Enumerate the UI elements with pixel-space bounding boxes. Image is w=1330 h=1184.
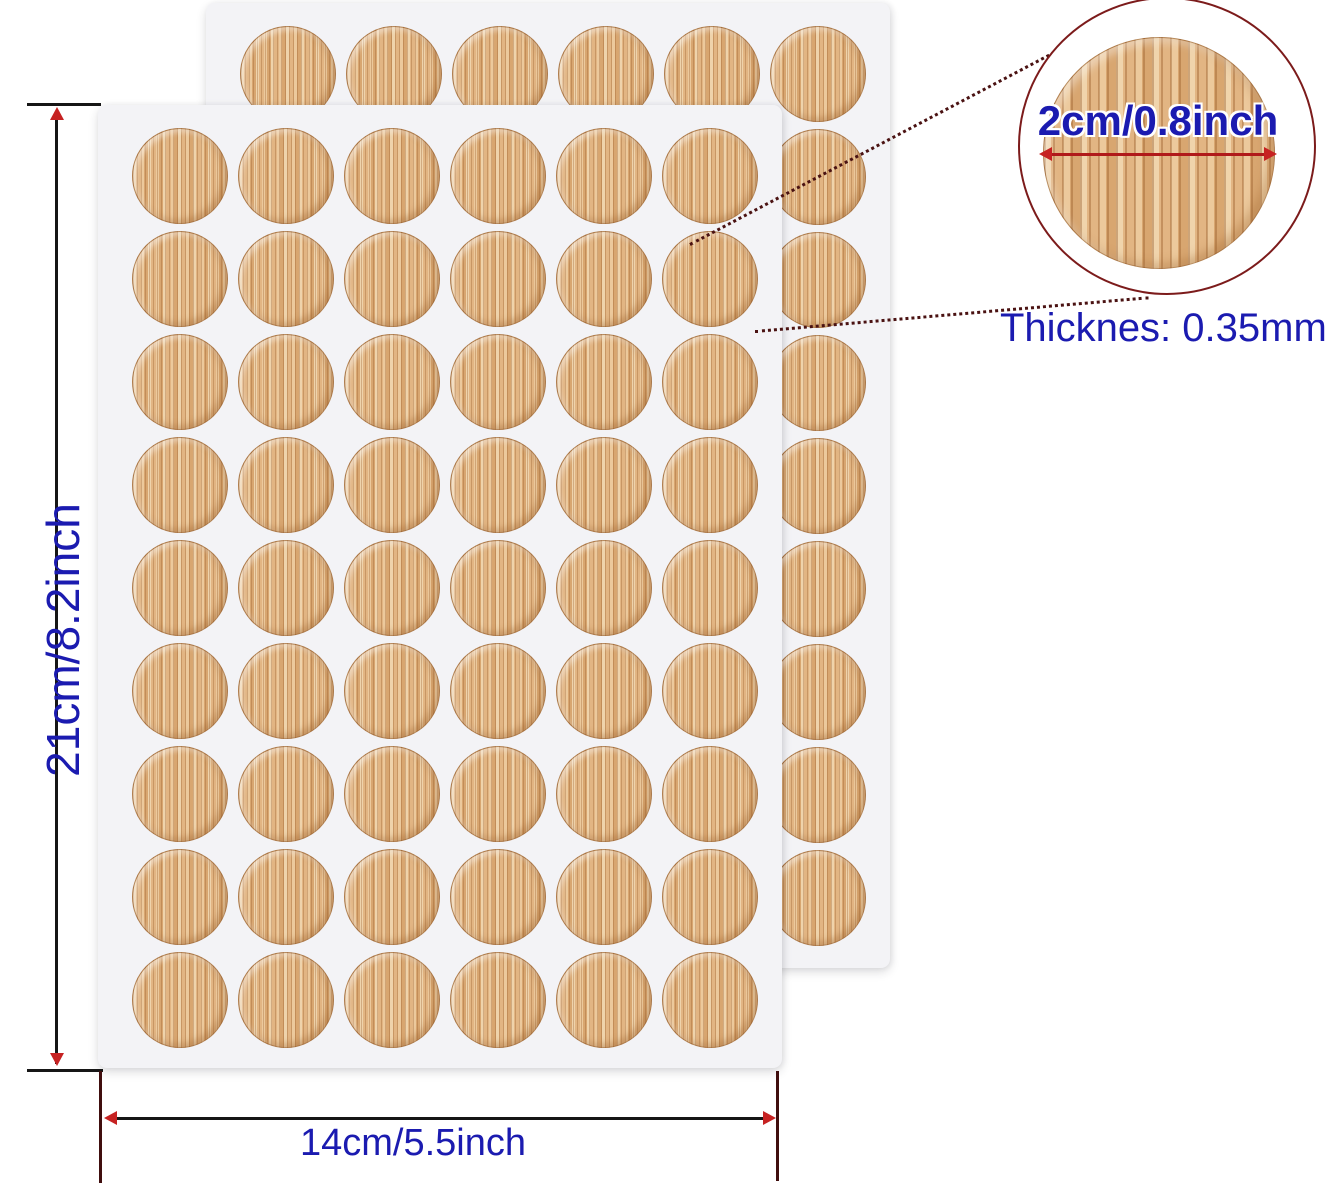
sticker-sheet-front: [98, 105, 782, 1068]
wood-cap: [662, 128, 758, 224]
width-extension-left: [99, 1071, 102, 1183]
wood-cap: [450, 849, 546, 945]
wood-cap: [662, 952, 758, 1048]
wood-cap: [450, 437, 546, 533]
wood-cap: [238, 643, 334, 739]
wood-cap: [344, 128, 440, 224]
height-tick-top: [27, 103, 101, 106]
wood-cap: [344, 746, 440, 842]
wood-cap: [662, 540, 758, 636]
wood-cap: [556, 746, 652, 842]
wood-cap: [556, 643, 652, 739]
diameter-arrow: [1039, 147, 1277, 161]
wood-cap: [344, 849, 440, 945]
wood-cap: [344, 643, 440, 739]
wood-cap: [238, 437, 334, 533]
wood-cap: [450, 643, 546, 739]
wood-cap: [662, 437, 758, 533]
wood-cap: [132, 746, 228, 842]
wood-cap: [450, 540, 546, 636]
diameter-arrow-left-icon: [1039, 147, 1052, 161]
wood-cap: [556, 334, 652, 430]
wood-cap: [556, 231, 652, 327]
wood-cap: [450, 952, 546, 1048]
width-extension-right: [776, 1071, 779, 1181]
wood-cap: [450, 231, 546, 327]
wood-cap: [344, 437, 440, 533]
wood-cap: [450, 746, 546, 842]
wood-cap: [770, 644, 866, 740]
wood-cap: [770, 438, 866, 534]
wood-cap: [344, 540, 440, 636]
wood-cap: [238, 128, 334, 224]
wood-cap: [238, 231, 334, 327]
width-arrow-right-icon: [763, 1111, 776, 1125]
wood-cap: [770, 850, 866, 946]
thickness-label: Thicknes: 0.35mm: [1000, 306, 1327, 350]
wood-cap: [556, 540, 652, 636]
wood-cap: [450, 128, 546, 224]
wood-cap: [238, 952, 334, 1048]
wood-cap: [132, 540, 228, 636]
wood-cap: [662, 231, 758, 327]
wood-cap: [238, 746, 334, 842]
wood-cap: [344, 952, 440, 1048]
wood-cap: [132, 334, 228, 430]
wood-cap: [770, 541, 866, 637]
wood-cap: [132, 231, 228, 327]
height-arrow-top-icon: [50, 107, 64, 120]
wood-cap: [662, 849, 758, 945]
diameter-arrow-right-icon: [1264, 147, 1277, 161]
wood-cap: [132, 849, 228, 945]
wood-cap: [556, 437, 652, 533]
wood-cap: [450, 334, 546, 430]
wood-cap: [238, 540, 334, 636]
wood-cap: [556, 952, 652, 1048]
width-arrow-left-icon: [104, 1111, 117, 1125]
wood-cap: [132, 643, 228, 739]
height-dimension-label: 21cm/8.2inch: [37, 503, 89, 777]
wood-cap: [132, 128, 228, 224]
wood-cap: [662, 746, 758, 842]
wood-cap: [770, 26, 866, 122]
width-dimension-line: [108, 1117, 772, 1120]
height-tick-bottom: [27, 1069, 103, 1072]
diameter-label: 2cm/0.8inch: [1037, 97, 1279, 144]
wood-cap: [132, 952, 228, 1048]
wood-cap: [344, 231, 440, 327]
wood-cap: [662, 334, 758, 430]
wood-cap: [770, 747, 866, 843]
wood-cap: [132, 437, 228, 533]
wood-cap: [770, 232, 866, 328]
wood-cap: [556, 128, 652, 224]
height-arrow-bottom-icon: [50, 1053, 64, 1066]
wood-cap: [556, 849, 652, 945]
wood-cap: [662, 643, 758, 739]
wood-cap: [238, 849, 334, 945]
width-dimension-label: 14cm/5.5inch: [299, 1122, 526, 1164]
wood-cap: [344, 334, 440, 430]
height-dimension-line: [55, 111, 58, 1064]
wood-cap: [770, 335, 866, 431]
wood-cap: [238, 334, 334, 430]
wood-cap: [770, 129, 866, 225]
